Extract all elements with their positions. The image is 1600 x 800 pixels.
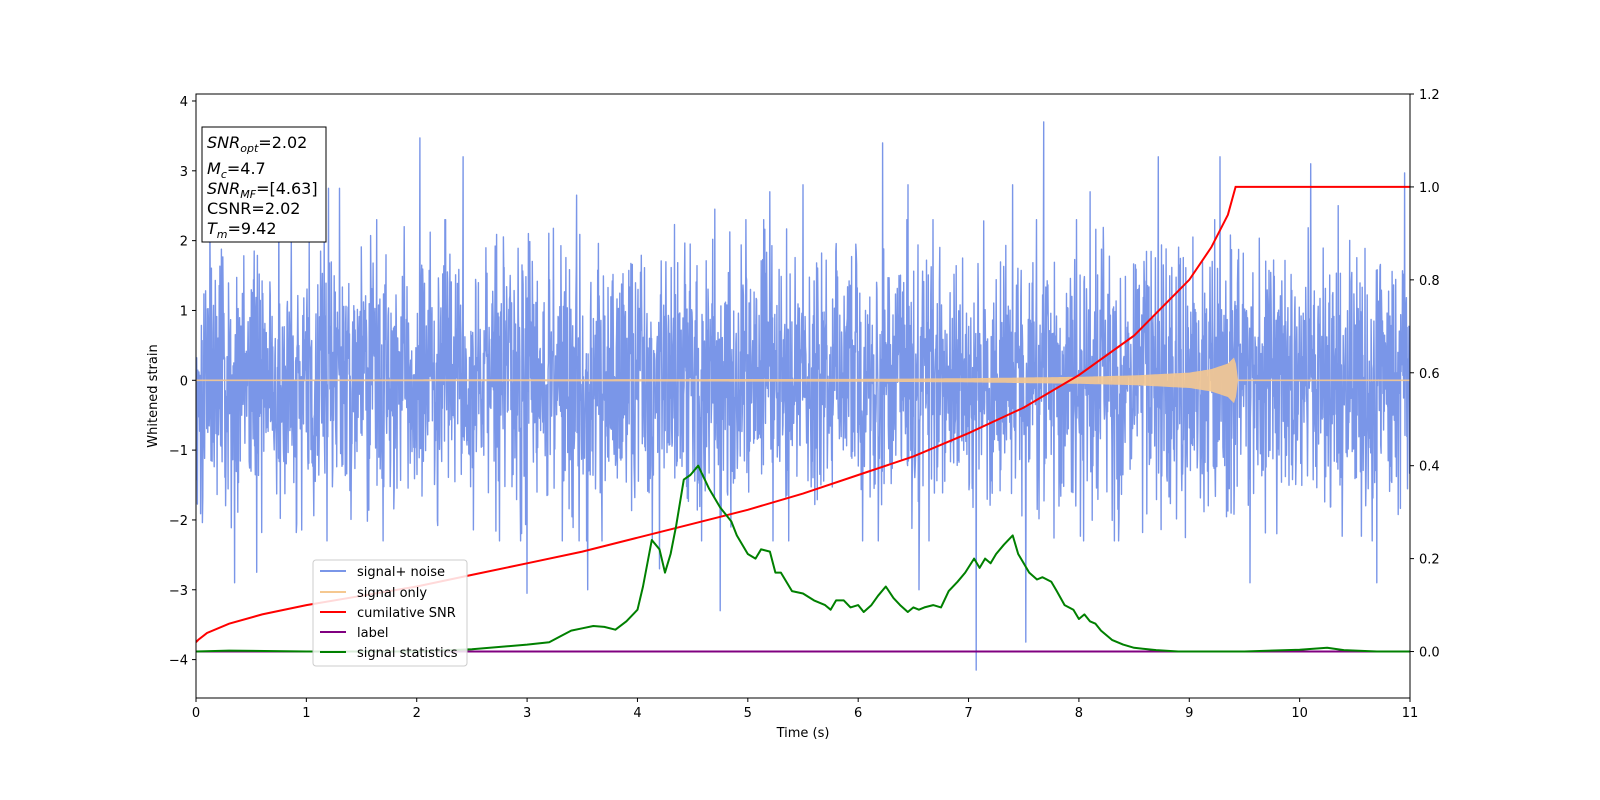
x-axis: 0 1 2 3 4 5 6 7 8 9 10 11 <box>192 698 1418 721</box>
stats-snr-mf: SNRMF=[4.63] <box>207 179 318 201</box>
legend-label-cumilative-snr: cumilative SNR <box>357 606 456 621</box>
y2-tick-label: 0.6 <box>1419 367 1440 382</box>
x-tick-label: 3 <box>523 706 531 721</box>
series-fill-signal-only <box>196 357 1410 404</box>
y2-tick-label: 1.2 <box>1419 88 1440 103</box>
x-tick-label: 10 <box>1291 706 1308 721</box>
legend-label-label: label <box>357 626 388 641</box>
y-tick-label: 0 <box>180 374 188 389</box>
x-tick-label: 4 <box>633 706 641 721</box>
legend-label-signal-only: signal only <box>357 586 427 601</box>
legend-label-signal-statistics: signal statistics <box>357 646 458 661</box>
y-tick-label: −4 <box>169 654 188 669</box>
stats-mc: Mc=4.7 <box>207 159 266 181</box>
stats-tm: Tm=9.42 <box>207 219 277 241</box>
y-tick-label: 1 <box>180 304 188 319</box>
y-axis-left: −4 −3 −2 −1 0 1 2 3 4 <box>169 95 196 669</box>
stats-csnr: CSNR=2.02 <box>207 199 300 218</box>
x-tick-label: 8 <box>1075 706 1083 721</box>
x-tick-label: 5 <box>744 706 752 721</box>
y2-tick-label: 0.0 <box>1419 646 1440 661</box>
plot-frame <box>195 93 1411 699</box>
y-tick-label: −2 <box>169 514 188 529</box>
legend: signal+ noise signal only cumilative SNR… <box>312 559 468 667</box>
y-tick-label: 4 <box>180 95 188 110</box>
y-tick-label: −3 <box>169 584 188 599</box>
x-tick-label: 9 <box>1185 706 1193 721</box>
series-line-signal-statistics <box>196 464 1410 653</box>
y2-tick-label: 0.8 <box>1419 274 1440 289</box>
x-tick-label: 11 <box>1402 706 1419 721</box>
legend-label-signal-noise: signal+ noise <box>357 565 445 580</box>
y-axis-label: Whitened strain <box>146 344 161 447</box>
y-axis-right: 0.0 0.2 0.4 0.6 0.8 1.0 1.2 <box>1410 88 1440 661</box>
x-tick-label: 2 <box>413 706 421 721</box>
x-axis-label: Time (s) <box>776 726 830 741</box>
y-tick-label: 2 <box>180 235 188 250</box>
x-tick-label: 1 <box>302 706 310 721</box>
y2-tick-label: 0.2 <box>1419 553 1440 568</box>
y-tick-label: 3 <box>180 165 188 180</box>
series-line-cumilative-snr <box>196 185 1410 643</box>
legend-frame <box>312 559 468 667</box>
series-line-signal-noise <box>196 121 1410 671</box>
y2-tick-label: 0.4 <box>1419 460 1440 475</box>
stats-snr-opt: SNRopt=2.02 <box>207 133 307 155</box>
x-tick-label: 7 <box>964 706 972 721</box>
stats-box: SNRopt=2.02 Mc=4.7 SNRMF=[4.63] CSNR=2.0… <box>201 126 327 243</box>
stats-box-frame <box>201 126 327 243</box>
y-tick-label: −1 <box>169 444 188 459</box>
x-tick-label: 0 <box>192 706 200 721</box>
y2-tick-label: 1.0 <box>1419 181 1440 196</box>
x-tick-label: 6 <box>854 706 862 721</box>
